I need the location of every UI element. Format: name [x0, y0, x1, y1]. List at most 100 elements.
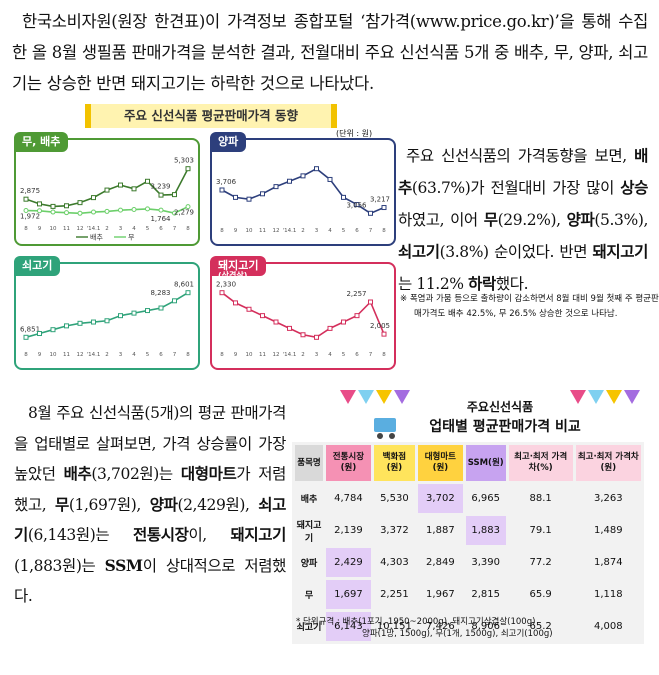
text-run: (2,429원),: [177, 495, 259, 514]
x-tick-label: 7: [369, 352, 373, 358]
point: [37, 201, 42, 207]
chart-title: 쇠고기: [14, 256, 61, 276]
chart-title-text: 돼지고기: [218, 259, 259, 272]
point: [145, 308, 150, 314]
table-cell: 1,697: [323, 577, 374, 612]
point: [104, 318, 110, 324]
value-label: 6,851: [20, 325, 40, 333]
text-run: 했다.: [495, 275, 529, 293]
value-label: 2,330: [216, 281, 236, 289]
table-cell: 1,489: [572, 513, 645, 548]
point: [314, 334, 319, 340]
column-header: 대형마트(원): [415, 442, 466, 484]
x-tick-label: 2: [105, 352, 109, 358]
channel-paragraph: 8월 주요 신선식품(5개)의 평균 판매가격을 업태별로 살펴보면, 가격 상…: [14, 398, 286, 612]
point: [145, 206, 150, 212]
x-tick-label: 11: [259, 352, 266, 358]
x-tick-label: 2: [301, 352, 305, 358]
banner: [340, 390, 640, 439]
point: [287, 325, 292, 331]
point: [50, 209, 56, 215]
x-tick-label: '14.1: [87, 226, 101, 232]
x-tick-label: '14.1: [283, 228, 297, 234]
table-cell: 1,883: [462, 513, 509, 548]
point: [273, 319, 279, 325]
x-tick-label: '14.1: [87, 352, 101, 358]
text-run: (6,143원)는: [27, 526, 133, 544]
table-cell: 4,784: [323, 481, 374, 516]
table-cell: 6,965: [462, 481, 509, 516]
text-run: 이,: [188, 526, 231, 544]
point: [50, 203, 56, 209]
point: [300, 332, 306, 338]
value-label: 3,056: [346, 201, 367, 209]
point: [381, 331, 387, 337]
table-cell: 3,372: [370, 513, 419, 548]
point: [77, 210, 83, 216]
x-tick-label: 4: [328, 228, 332, 234]
table-cell: 79.1: [505, 513, 576, 548]
legend-label: 무: [128, 234, 135, 242]
text-run: (1,883원)는: [14, 556, 105, 575]
value-label: 2,257: [346, 290, 366, 298]
x-tick-label: 10: [50, 226, 57, 232]
note: ※ 폭염과 가뭄 등으로 출하량이 감소하면서 8월 대비 9월 첫째 주 평균…: [400, 294, 659, 319]
x-tick-label: 6: [355, 228, 359, 234]
table-cell: 1,887: [415, 513, 466, 548]
text-run: 8월 주요 신선식품(5개)의 평균 판매가격을 업태별로 살펴보면, 가격 상…: [14, 404, 286, 483]
point: [219, 187, 225, 193]
text-run: 가 저렴했고,: [14, 465, 287, 514]
chart-title-text: 무, 배추: [22, 135, 61, 148]
x-tick-label: 2: [301, 228, 305, 234]
table-cell: 2,251: [370, 577, 419, 612]
point: [260, 313, 265, 319]
text-run: (1,697원),: [68, 495, 150, 514]
value-label: 3,239: [150, 183, 170, 191]
x-tick-label: 4: [132, 226, 136, 232]
table-cell: 쇠고기: [291, 609, 327, 644]
point: [158, 207, 164, 213]
point: [172, 298, 177, 304]
x-tick-label: 4: [132, 352, 136, 358]
point: [131, 207, 137, 213]
chart-card: 쇠고기 8 9 10 11 12'14.1 2 3 4 5 6 7 8 6,851 8,283 8,601: [14, 256, 200, 370]
point: [158, 192, 164, 198]
point: [341, 194, 346, 200]
table-row: 무 1,697 2,251 1,967 2,815 65.9 1,118: [291, 577, 645, 612]
value-label: 1,764: [150, 215, 171, 223]
table-cell: 10,151: [370, 609, 419, 644]
table-cell: 3,263: [572, 481, 645, 516]
text-run: SSM: [104, 555, 143, 575]
point: [287, 178, 292, 184]
panel-title: 주요 신선식품 평균판매가격 동향: [85, 104, 337, 128]
comparison-table: 품목명 전통시장(원) 백화점(원) 대형마트(원) SSM(원) 최고·최저 가격차(%…: [291, 442, 645, 644]
text-run: 이 상대적으로 저렴했다.: [14, 556, 286, 606]
value-label: 2,005: [370, 322, 390, 330]
value-label: 2,875: [20, 187, 40, 195]
point: [368, 210, 373, 216]
table-cell: 양파: [291, 545, 327, 580]
table-cell: 88.1: [505, 481, 576, 516]
unit-label: (단위 : 원): [336, 129, 373, 138]
table-cell: 4,303: [370, 545, 419, 580]
series-line: [221, 292, 385, 339]
chart-title: 돼지고기 (삼겹살): [210, 256, 267, 280]
point: [131, 310, 137, 316]
table-cell: 77.2: [505, 545, 576, 580]
x-tick-label: 3: [119, 226, 123, 232]
chart-card: 돼지고기 (삼겹살) 8 9 10 11 12'14.1 2 3 4 5 6 7 8 2,330 2,257 2…: [210, 256, 396, 370]
table-cell: 5,530: [370, 481, 419, 516]
table-title-top: 주요신선식품: [466, 400, 534, 414]
x-tick-label: 12: [273, 228, 280, 234]
text-run: 무: [55, 494, 69, 514]
value-label: 3,217: [370, 196, 390, 204]
point: [64, 323, 69, 329]
column-header: 백화점(원): [370, 442, 419, 484]
point: [327, 176, 333, 182]
x-tick-label: 6: [159, 226, 163, 232]
x-tick-label: 8: [186, 226, 190, 232]
point: [314, 166, 319, 172]
x-tick-label: 8: [220, 228, 224, 234]
text-run: 하였고, 이어: [398, 211, 484, 229]
value-label: 3,706: [216, 178, 237, 186]
